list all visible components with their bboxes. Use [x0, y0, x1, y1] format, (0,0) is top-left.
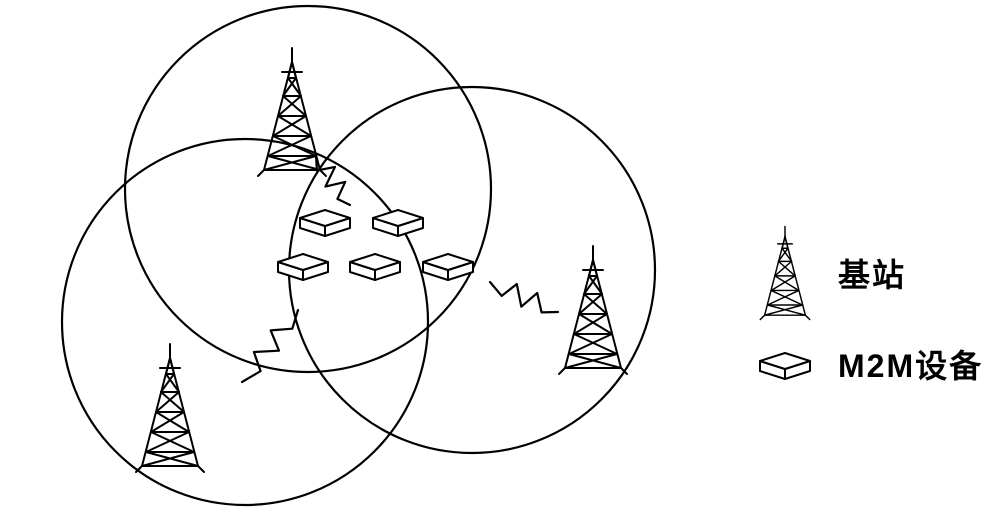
- m2m-device-4: [423, 254, 473, 280]
- m2m-device-0: [300, 210, 350, 236]
- m2m-device-3: [350, 254, 400, 280]
- legend: 基站 M2M设备: [750, 225, 983, 407]
- legend-label: 基站: [838, 250, 906, 296]
- m2m-device-1: [373, 210, 423, 236]
- coverage-circle-2: [62, 139, 428, 505]
- tower-icon: [750, 225, 820, 321]
- diagram-stage: 基站 M2M设备: [0, 0, 1000, 517]
- m2m-device-2: [278, 254, 328, 280]
- legend-row-1: M2M设备: [750, 341, 983, 387]
- base-station-2: [136, 344, 204, 472]
- legend-label: M2M设备: [838, 341, 983, 387]
- wireless-link-2: [490, 282, 558, 312]
- legend-row-0: 基站: [750, 225, 983, 321]
- base-station-0: [258, 48, 326, 176]
- base-station-1: [559, 246, 627, 374]
- device-icon: [750, 346, 820, 382]
- m2m-devices: [278, 210, 473, 280]
